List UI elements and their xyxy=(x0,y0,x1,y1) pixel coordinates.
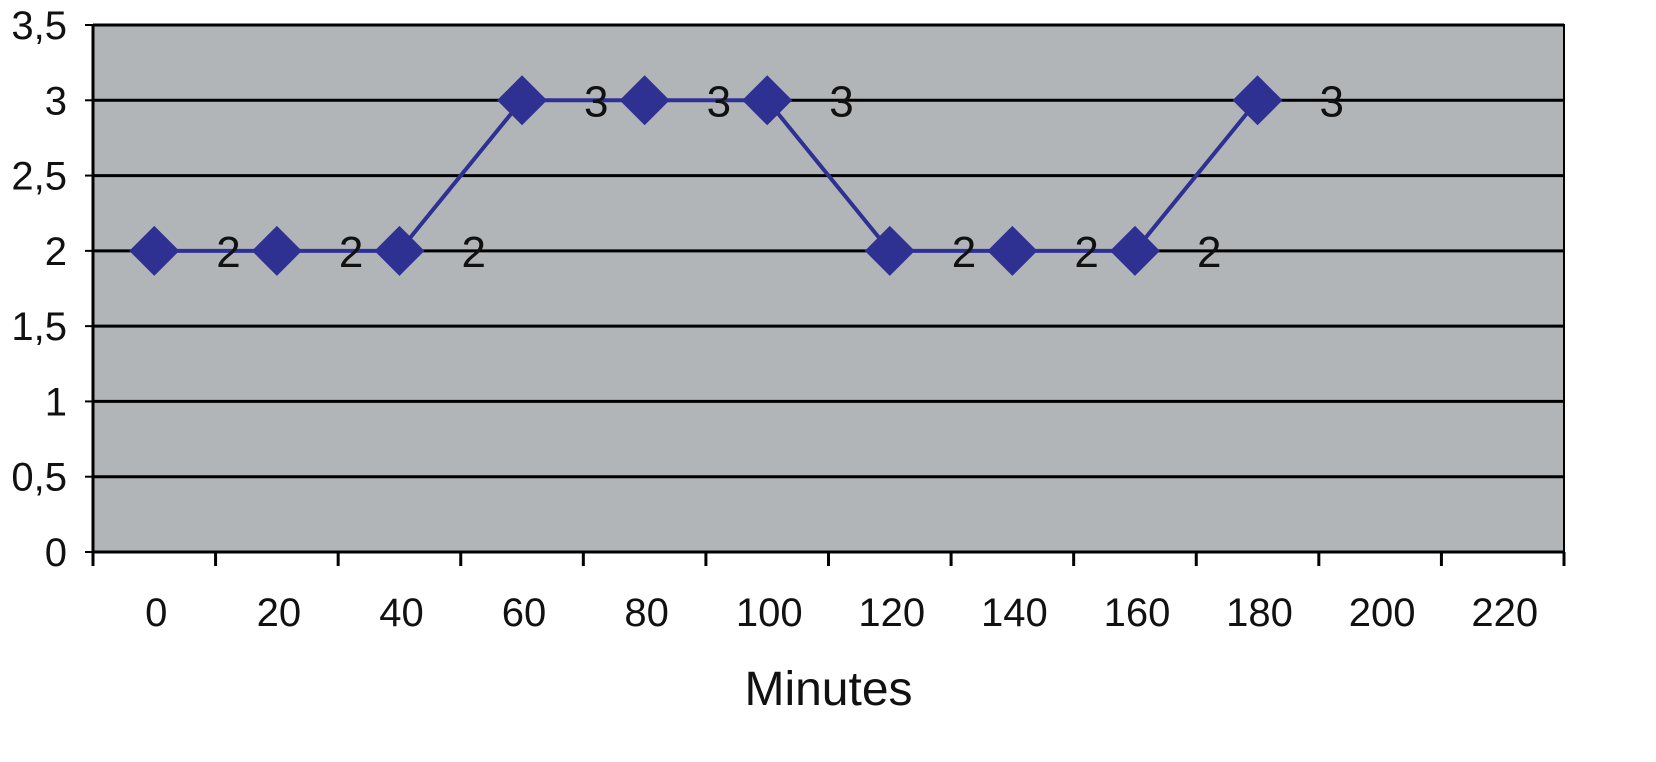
x-tick-label: 120 xyxy=(858,591,925,635)
data-point-marker xyxy=(1232,75,1283,126)
x-tick-label: 100 xyxy=(736,591,803,635)
data-label: 2 xyxy=(952,228,976,277)
y-tick-label: 0 xyxy=(45,531,67,575)
data-label: 2 xyxy=(216,228,240,277)
data-label: 2 xyxy=(1074,228,1098,277)
x-axis-title: Minutes xyxy=(744,663,912,716)
data-label: 3 xyxy=(1320,77,1344,126)
data-label: 3 xyxy=(707,77,731,126)
data-point-marker xyxy=(619,75,670,126)
x-tick-label: 60 xyxy=(502,591,547,635)
x-tick-label: 140 xyxy=(981,591,1048,635)
series-line xyxy=(154,98,1260,253)
x-tick-label: 40 xyxy=(379,591,424,635)
axes xyxy=(91,25,1566,566)
x-tick-label: 180 xyxy=(1226,591,1293,635)
x-tick-label: 160 xyxy=(1104,591,1171,635)
y-tick-label: 0,5 xyxy=(11,456,67,500)
data-point-marker xyxy=(129,225,180,276)
data-label: 2 xyxy=(339,228,363,277)
y-tick-label: 3 xyxy=(45,79,67,123)
data-label: 2 xyxy=(461,228,485,277)
x-tick-label: 20 xyxy=(257,591,302,635)
data-label: 3 xyxy=(584,77,608,126)
x-axis-tick-labels: 0 20 40 60 80 100 120 140 160 180 200 220 xyxy=(145,591,1538,635)
x-tick-label: 200 xyxy=(1349,591,1416,635)
data-point-marker xyxy=(1109,225,1160,276)
x-tick-label: 0 xyxy=(145,591,167,635)
data-point-marker xyxy=(864,225,915,276)
y-tick-label: 2,5 xyxy=(11,155,67,199)
data-point-marker xyxy=(251,225,302,276)
series-line-path xyxy=(154,98,1260,253)
data-label: 2 xyxy=(1197,228,1221,277)
series-markers xyxy=(129,75,1283,276)
y-tick-label: 2 xyxy=(45,230,67,274)
data-point-marker xyxy=(374,225,425,276)
data-label: 3 xyxy=(829,77,853,126)
data-point-marker xyxy=(497,75,548,126)
x-tick-label: 80 xyxy=(624,591,669,635)
y-tick-label: 1,5 xyxy=(11,305,67,349)
x-tick-label: 220 xyxy=(1471,591,1538,635)
data-point-marker xyxy=(987,225,1038,276)
y-tick-label: 3,5 xyxy=(11,4,67,48)
data-labels: 2 2 2 3 3 3 2 2 2 3 xyxy=(216,77,1344,277)
plot-area xyxy=(92,24,1565,553)
y-tick-label: 1 xyxy=(45,380,67,424)
y-axis-tick-labels: 0 0,5 1 1,5 2 2,5 3 3,5 xyxy=(11,4,67,575)
data-point-marker xyxy=(742,75,793,126)
